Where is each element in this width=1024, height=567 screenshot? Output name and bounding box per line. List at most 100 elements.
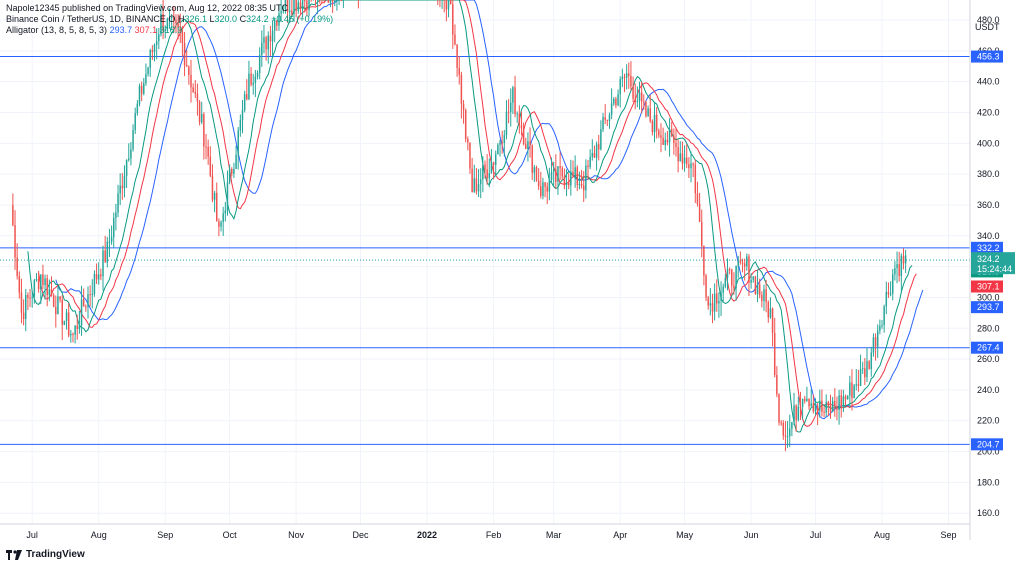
candle-body <box>342 0 345 1</box>
candle-body <box>132 130 134 150</box>
brand-name: TradingView <box>26 549 85 560</box>
y-tick-label: 380.0 <box>977 169 1000 179</box>
candle-body <box>138 85 141 104</box>
candle-body <box>722 286 724 293</box>
candle-body <box>95 273 98 280</box>
candle-body <box>303 0 306 1</box>
candle-body <box>748 256 750 283</box>
candle-body <box>205 146 207 148</box>
candle-body <box>288 10 291 12</box>
x-tick-label: Mar <box>546 530 562 540</box>
candle-body <box>473 178 476 193</box>
alligator-indicator <box>27 0 924 433</box>
candle-body <box>694 164 697 194</box>
candle-body <box>804 398 806 401</box>
candle-body <box>65 312 68 321</box>
candle-body <box>658 130 660 136</box>
candle-body <box>40 274 42 290</box>
candle-body <box>696 193 699 204</box>
candle-body <box>170 17 173 19</box>
candle-body <box>531 145 533 173</box>
candle-body <box>782 423 785 436</box>
candle-body <box>670 129 673 136</box>
candle-body <box>608 114 611 121</box>
candle-body <box>209 156 212 176</box>
candle-body <box>185 65 188 67</box>
x-tick-label: Nov <box>288 530 305 540</box>
candle-body <box>705 275 707 298</box>
candle-body <box>597 144 600 150</box>
candle-body <box>752 276 755 280</box>
x-tick-label: May <box>676 530 694 540</box>
candle-body <box>42 274 44 285</box>
candle-body <box>731 269 733 286</box>
candle-body <box>477 184 480 192</box>
candle-body <box>112 217 115 238</box>
y-tick-label: 420.0 <box>977 108 1000 118</box>
candle-body <box>254 76 257 83</box>
candle-body <box>630 76 632 87</box>
candle-body <box>286 0 289 12</box>
candle-body <box>812 403 815 412</box>
candle-body <box>235 154 237 169</box>
candle-body <box>224 210 227 214</box>
candle-body <box>78 325 81 330</box>
candle-body <box>516 113 518 115</box>
candle-body <box>561 168 564 177</box>
candle-body <box>846 395 849 400</box>
candle-body <box>35 279 38 281</box>
candle-body <box>102 250 104 277</box>
candle-body <box>887 291 890 295</box>
candle-body <box>218 221 220 227</box>
candle-body <box>776 374 778 395</box>
candle-body <box>604 117 606 120</box>
price-label-box <box>971 241 1003 254</box>
candle-body <box>488 173 491 179</box>
candle-body <box>735 265 737 289</box>
candlestick-series <box>12 0 907 452</box>
x-tick-label: Oct <box>223 530 238 540</box>
candle-body <box>638 92 641 102</box>
candle-body <box>110 237 113 242</box>
candle-body <box>600 129 602 150</box>
candle-body <box>18 276 21 293</box>
candle-body <box>27 294 29 298</box>
candle-body <box>308 0 310 10</box>
x-tick-label: Sep <box>157 530 173 540</box>
candle-body <box>692 163 694 165</box>
candle-body <box>231 169 233 174</box>
candle-body <box>876 330 879 347</box>
y-tick-label: 200.0 <box>977 447 1000 457</box>
candle-body <box>784 435 787 437</box>
candle-body <box>207 146 209 157</box>
symbol-name: Binance Coin / TetherUS, 1D, BINANCE <box>6 14 166 24</box>
candle-body <box>136 103 139 114</box>
candle-body <box>591 153 594 157</box>
x-tick-label: Aug <box>91 530 107 540</box>
candle-body <box>578 183 581 186</box>
y-tick-label: 400.0 <box>977 138 1000 148</box>
candle-body <box>31 296 33 298</box>
candle-body <box>576 167 579 186</box>
candle-body <box>67 312 70 336</box>
candle-body <box>200 114 203 123</box>
symbol-legend: Binance Coin / TetherUS, 1D, BINANCE O H… <box>6 14 333 25</box>
candle-body <box>518 113 521 126</box>
candle-body <box>492 162 495 165</box>
candle-body <box>237 130 239 155</box>
candle-body <box>276 20 278 26</box>
candle-body <box>486 169 488 179</box>
ohlc-high-label: H <box>177 14 185 24</box>
candle-body <box>761 295 763 302</box>
candle-body <box>851 382 853 399</box>
candle-body <box>471 168 473 193</box>
candle-body <box>767 302 770 318</box>
candle-body <box>198 101 201 123</box>
price-label-text: 204.7 <box>977 439 1000 449</box>
x-axis-ticks: Jul Aug Sep Oct Nov Dec 2022 Feb Mar Apr May Jun Jul… <box>26 530 956 540</box>
candle-body <box>336 0 338 2</box>
candle-body <box>117 193 119 213</box>
candle-body <box>595 144 598 158</box>
